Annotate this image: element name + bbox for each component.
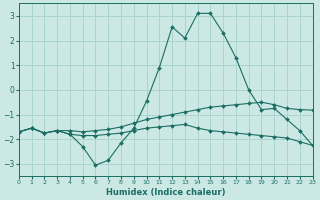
X-axis label: Humidex (Indice chaleur): Humidex (Indice chaleur) [106, 188, 226, 197]
